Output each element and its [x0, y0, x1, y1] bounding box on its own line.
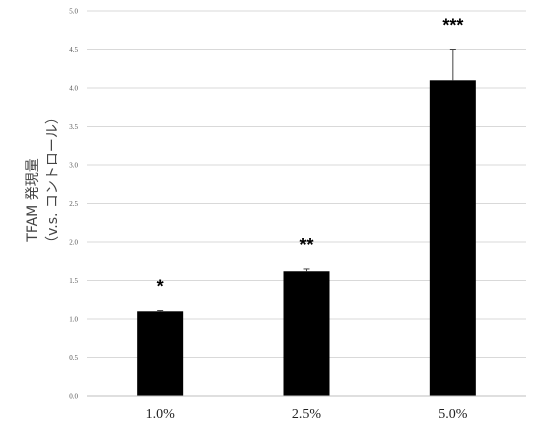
significance-label: **	[299, 235, 313, 255]
x-category-label: 1.0%	[146, 407, 176, 422]
y-tick-label: 3.0	[69, 162, 78, 170]
y-tick-label: 3.5	[69, 123, 78, 131]
y-tick-label: 1.5	[69, 277, 78, 285]
bar	[137, 311, 184, 396]
significance-labels: ******	[157, 16, 464, 297]
y-tick-label: 0.5	[69, 354, 78, 362]
y-tick-label: 5.0	[69, 8, 78, 16]
y-tick-label: 2.0	[69, 239, 78, 247]
y-axis-title: TFAM 発現量 （v.s. コントロール）	[25, 110, 61, 250]
y-axis-title-line-1: TFAM 発現量	[25, 158, 41, 242]
y-axis-title-line-2: （v.s. コントロール）	[45, 110, 61, 250]
y-tick-label: 1.0	[69, 316, 78, 324]
y-tick-label: 0.0	[69, 393, 78, 401]
x-category-label: 5.0%	[438, 407, 468, 422]
significance-label: *	[157, 277, 164, 297]
y-tick-label: 4.5	[69, 46, 78, 54]
y-tick-label: 2.5	[69, 200, 78, 208]
y-tick-label: 4.0	[69, 85, 78, 93]
bar	[283, 271, 330, 396]
error-bars	[157, 49, 456, 312]
bar	[429, 80, 476, 397]
bars	[137, 80, 476, 397]
x-category-label: 2.5%	[292, 407, 322, 422]
x-axis-categories: 1.0% 2.5% 5.0%	[146, 407, 468, 422]
y-axis-ticks: 0.0 0.5 1.0 1.5 2.0 2.5 3.0 3.5 4.0 4.5 5.0	[69, 8, 78, 401]
significance-label: ***	[442, 16, 463, 36]
